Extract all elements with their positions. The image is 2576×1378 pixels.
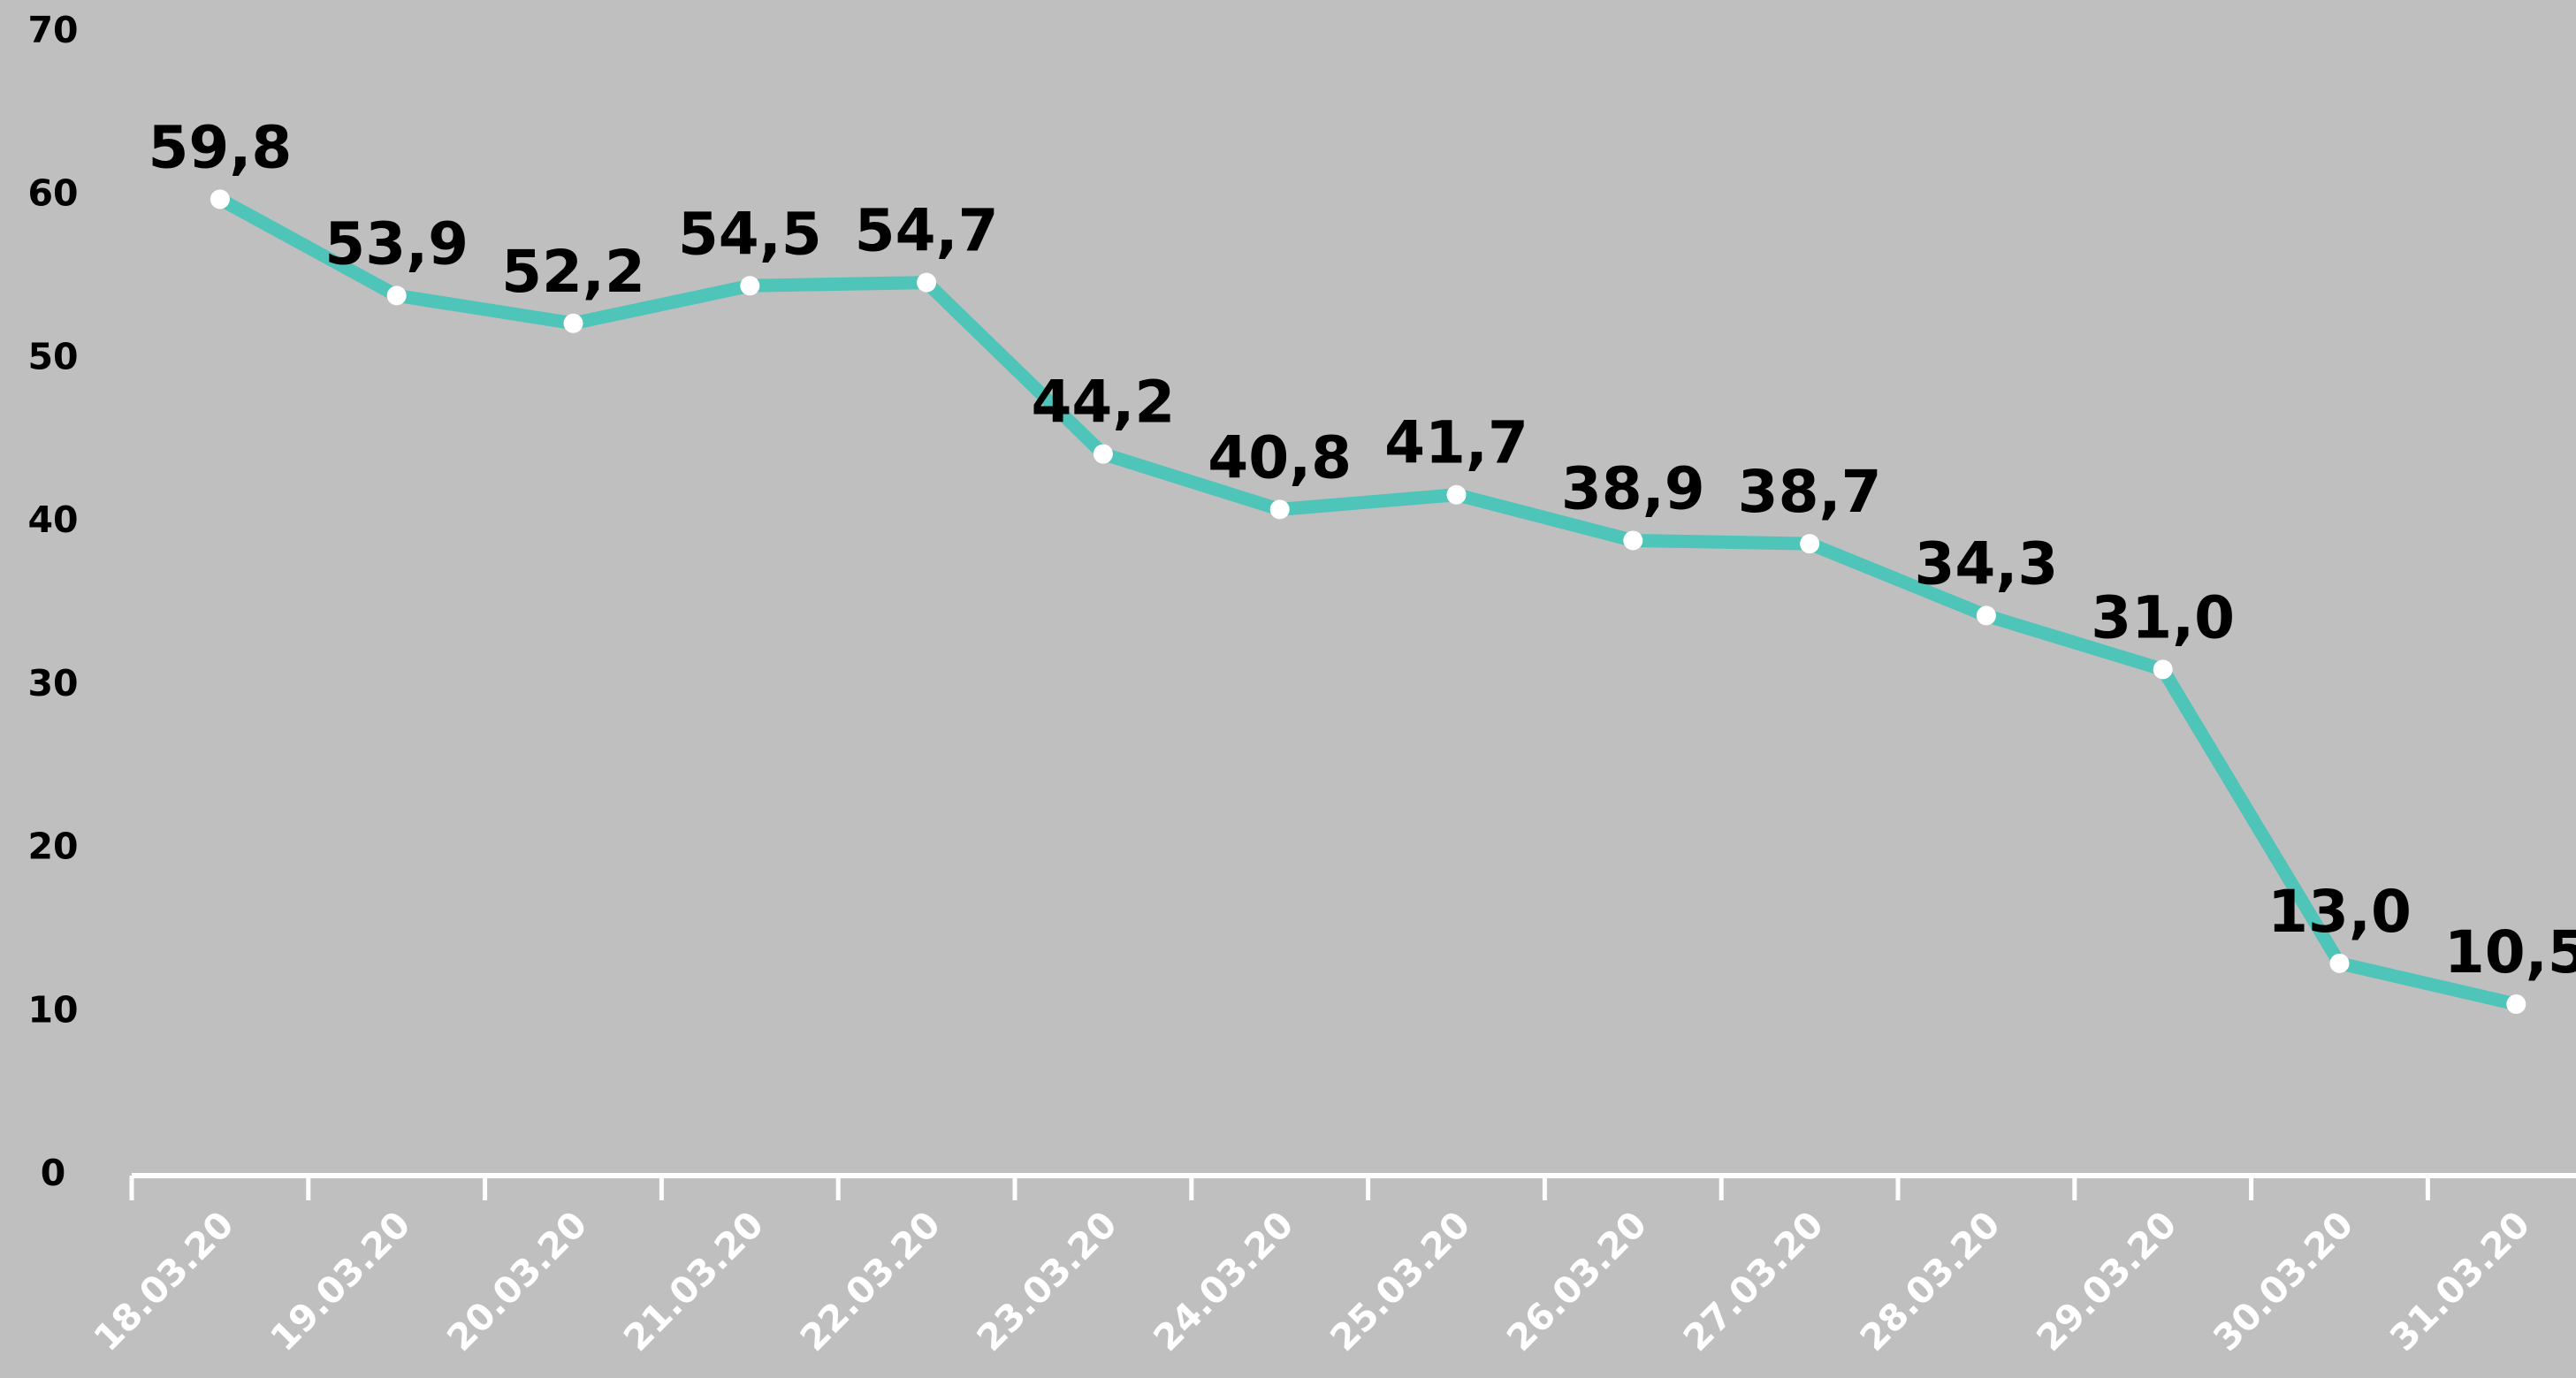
data-point (2329, 953, 2350, 973)
data-point (1976, 605, 1996, 626)
data-label: 10,5 (2444, 918, 2576, 986)
y-tick-label: 40 (27, 499, 78, 541)
data-label: 34,3 (1914, 529, 2058, 598)
data-point (563, 313, 583, 333)
y-tick-label: 50 (27, 335, 78, 377)
y-tick-label: 30 (27, 662, 78, 704)
y-tick-label: 70 (27, 9, 78, 51)
data-label: 52,2 (501, 238, 645, 306)
data-label: 54,7 (855, 197, 999, 265)
data-label: 40,8 (1208, 423, 1352, 491)
data-label: 59,8 (148, 113, 292, 181)
data-point (386, 285, 407, 306)
data-label: 31,0 (2091, 583, 2235, 651)
data-point (1093, 444, 1113, 464)
y-tick-label: 60 (27, 172, 78, 215)
data-label: 53,9 (324, 209, 469, 278)
data-point (2153, 659, 2173, 680)
y-tick-label: 20 (27, 826, 78, 868)
data-label: 38,7 (1738, 458, 1882, 526)
data-label: 54,5 (678, 200, 822, 268)
data-label: 44,2 (1031, 369, 1175, 437)
data-label: 13,0 (2267, 878, 2412, 946)
data-point (210, 189, 230, 209)
data-point (1446, 484, 1467, 505)
data-point (1800, 534, 1820, 554)
data-point (2506, 994, 2526, 1015)
data-label: 38,9 (1561, 454, 1705, 522)
data-point (1623, 530, 1643, 551)
data-label: 41,7 (1384, 409, 1528, 477)
data-point (917, 272, 937, 293)
data-point (740, 276, 760, 296)
data-point (1269, 499, 1290, 520)
y-tick-label: 0 (41, 1152, 66, 1194)
y-tick-label: 10 (27, 988, 78, 1031)
series-line (217, 193, 2518, 1011)
